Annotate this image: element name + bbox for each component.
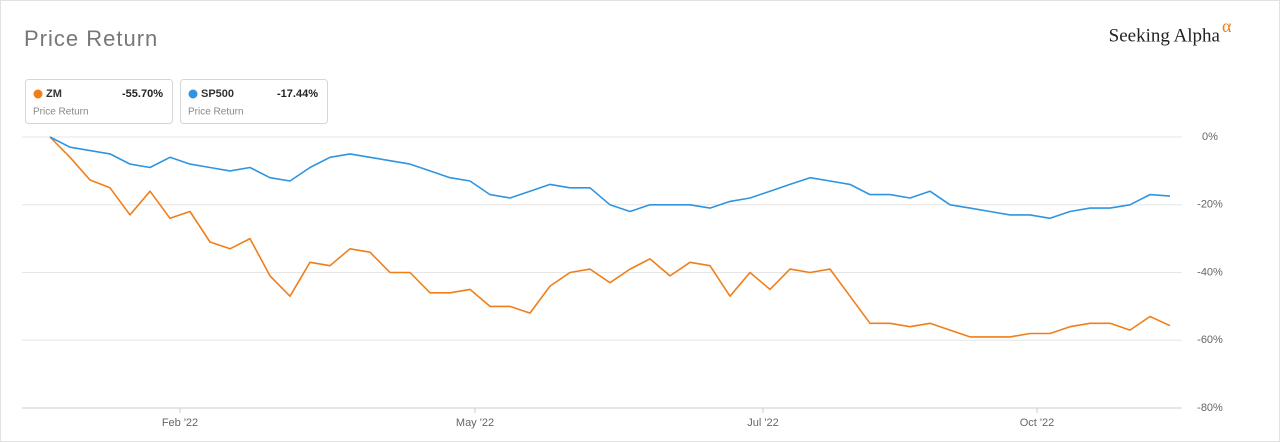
legend-name: ZM bbox=[46, 88, 62, 100]
legend-item: ZM -55.70% Price Return bbox=[25, 79, 173, 124]
brand: Seeking Alpha bbox=[1109, 25, 1221, 46]
legend-swatch bbox=[188, 89, 198, 99]
legend-caption: Price Return bbox=[188, 107, 244, 118]
x-tick-label: Jul '22 bbox=[747, 417, 778, 429]
y-tick-label: 0% bbox=[1202, 131, 1218, 143]
brand-mark: α bbox=[1222, 16, 1232, 36]
legend-name: SP500 bbox=[201, 88, 234, 100]
legend-caption: Price Return bbox=[33, 107, 89, 118]
legend-box bbox=[25, 79, 173, 124]
legend-box bbox=[180, 79, 328, 124]
x-tick-label: May '22 bbox=[456, 417, 494, 429]
x-tick-label: Oct '22 bbox=[1020, 417, 1055, 429]
line-series bbox=[49, 136, 1171, 338]
legend-swatch bbox=[33, 89, 43, 99]
x-tick-label: Feb '22 bbox=[162, 417, 198, 429]
chart-title: Price Return bbox=[24, 26, 158, 51]
legend-item: SP500 -17.44% Price Return bbox=[180, 79, 328, 124]
y-tick-label: -80% bbox=[1197, 402, 1223, 414]
line-series bbox=[49, 136, 1171, 220]
legend-change: -17.44% bbox=[277, 88, 318, 100]
y-tick-label: -60% bbox=[1197, 334, 1223, 346]
y-tick-label: -40% bbox=[1197, 266, 1223, 278]
legend-change: -55.70% bbox=[122, 88, 163, 100]
y-tick-label: -20% bbox=[1197, 199, 1223, 211]
